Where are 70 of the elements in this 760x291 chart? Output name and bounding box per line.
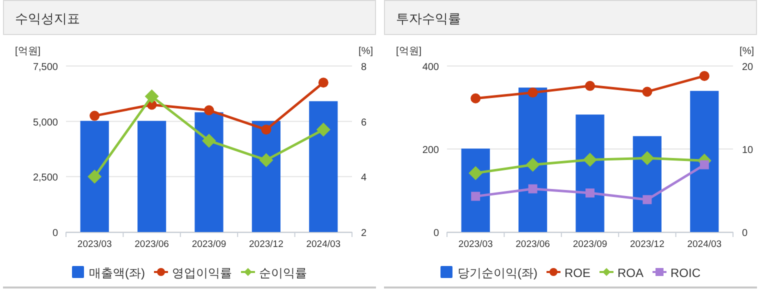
bar xyxy=(80,120,109,232)
x-tick-label: 2024/03 xyxy=(306,239,341,250)
x-tick-label: 2023/12 xyxy=(249,239,284,250)
y-tick-label: 400 xyxy=(422,62,440,73)
x-tick-label: 2023/09 xyxy=(572,239,608,250)
point xyxy=(318,78,328,88)
y-axis-title: [억원] xyxy=(15,46,41,57)
y2-tick-label: 20 xyxy=(742,62,754,73)
point xyxy=(90,110,100,121)
x-tick-label: 2023/03 xyxy=(77,239,112,250)
point xyxy=(699,70,710,81)
point xyxy=(468,166,483,180)
point xyxy=(585,80,595,91)
y-tick-label: 0 xyxy=(433,228,440,239)
x-tick-label: 2024/03 xyxy=(687,239,722,250)
legend-label: ROA xyxy=(618,266,644,280)
point xyxy=(526,158,540,172)
bar xyxy=(518,88,548,232)
y-tick-label: 0 xyxy=(52,228,58,239)
y-axis-title: [억원] xyxy=(396,46,422,57)
point xyxy=(144,89,159,104)
y2-tick-label: 2 xyxy=(361,228,367,239)
y2-axis-title: [%] xyxy=(358,46,374,57)
point xyxy=(642,195,652,204)
legend-label: 매출액(좌) xyxy=(89,266,145,280)
legend-label: ROE xyxy=(564,266,590,280)
point xyxy=(471,192,480,201)
point xyxy=(470,93,481,104)
y-tick-label: 7,500 xyxy=(32,62,58,73)
point xyxy=(528,88,538,98)
bar xyxy=(632,136,662,232)
x-tick-label: 2023/06 xyxy=(134,239,169,250)
y-tick-label: 200 xyxy=(422,145,440,156)
legend-label: 영업이익률 xyxy=(172,266,232,280)
bar xyxy=(138,120,166,232)
y2-tick-label: 10 xyxy=(742,145,754,156)
y-tick-label: 2,500 xyxy=(32,172,58,184)
y2-tick-label: 0 xyxy=(742,228,748,239)
point xyxy=(583,152,597,167)
y-tick-label: 5,000 xyxy=(32,117,58,128)
x-tick-label: 2023/06 xyxy=(516,239,550,250)
x-tick-label: 2023/09 xyxy=(192,239,226,250)
bar xyxy=(690,90,719,232)
y2-axis-title: [%] xyxy=(740,46,754,57)
chart-title: 투자수익률 xyxy=(396,11,461,26)
point xyxy=(88,170,102,184)
point xyxy=(700,160,709,170)
point xyxy=(259,153,274,168)
bar xyxy=(194,112,224,232)
point xyxy=(528,184,538,194)
point xyxy=(204,105,214,116)
point xyxy=(316,122,330,137)
legend-label: 순이익률 xyxy=(259,266,307,280)
bar xyxy=(252,120,280,232)
chart-title: 수익성지표 xyxy=(15,11,80,26)
y2-tick-label: 4 xyxy=(361,172,367,184)
y2-tick-label: 8 xyxy=(361,62,367,73)
bar xyxy=(309,101,338,232)
legend-label: 당기순이익(좌) xyxy=(457,266,538,280)
bar xyxy=(576,114,604,232)
point xyxy=(640,151,654,166)
x-tick-label: 2023/03 xyxy=(458,239,493,250)
point xyxy=(261,124,272,135)
legend-label: ROIC xyxy=(670,266,701,280)
x-tick-label: 2023/12 xyxy=(630,239,664,250)
point xyxy=(202,134,216,148)
y2-tick-label: 6 xyxy=(361,117,367,128)
bar xyxy=(461,148,490,232)
point xyxy=(586,188,594,198)
point xyxy=(642,86,652,97)
